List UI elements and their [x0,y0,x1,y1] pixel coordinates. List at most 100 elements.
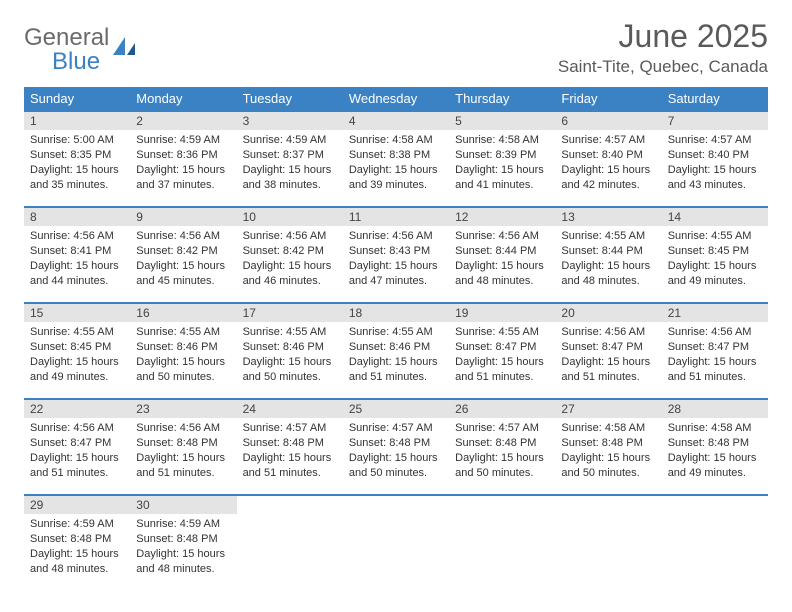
calendar-cell: 8Sunrise: 4:56 AMSunset: 8:41 PMDaylight… [24,207,130,303]
daylight-line: Daylight: 15 hours and 38 minutes. [243,163,337,193]
sunset-line: Sunset: 8:45 PM [668,244,762,259]
day-number: 12 [449,208,555,226]
sunset-line: Sunset: 8:47 PM [668,340,762,355]
day-details: Sunrise: 4:55 AMSunset: 8:45 PMDaylight:… [24,322,130,390]
daylight-line: Daylight: 15 hours and 37 minutes. [136,163,230,193]
day-details: Sunrise: 4:58 AMSunset: 8:48 PMDaylight:… [555,418,661,486]
calendar-body: 1Sunrise: 5:00 AMSunset: 8:35 PMDaylight… [24,111,768,591]
calendar-cell: 19Sunrise: 4:55 AMSunset: 8:47 PMDayligh… [449,303,555,399]
calendar-cell [662,495,768,591]
calendar-cell [449,495,555,591]
sunrise-line: Sunrise: 4:58 AM [455,133,549,148]
daylight-line: Daylight: 15 hours and 51 minutes. [455,355,549,385]
calendar-cell: 7Sunrise: 4:57 AMSunset: 8:40 PMDaylight… [662,111,768,207]
daylight-line: Daylight: 15 hours and 49 minutes. [30,355,124,385]
weekday-header: Sunday [24,87,130,111]
calendar-cell: 2Sunrise: 4:59 AMSunset: 8:36 PMDaylight… [130,111,236,207]
calendar-cell: 14Sunrise: 4:55 AMSunset: 8:45 PMDayligh… [662,207,768,303]
sunset-line: Sunset: 8:45 PM [30,340,124,355]
sunrise-line: Sunrise: 4:55 AM [668,229,762,244]
day-details: Sunrise: 4:56 AMSunset: 8:42 PMDaylight:… [130,226,236,294]
calendar-row: 1Sunrise: 5:00 AMSunset: 8:35 PMDaylight… [24,111,768,207]
daylight-line: Daylight: 15 hours and 51 minutes. [30,451,124,481]
daylight-line: Daylight: 15 hours and 50 minutes. [349,451,443,481]
day-details: Sunrise: 4:57 AMSunset: 8:48 PMDaylight:… [449,418,555,486]
sunrise-line: Sunrise: 4:59 AM [30,517,124,532]
daylight-line: Daylight: 15 hours and 48 minutes. [30,547,124,577]
weekday-header: Monday [130,87,236,111]
sunset-line: Sunset: 8:40 PM [561,148,655,163]
sunrise-line: Sunrise: 4:58 AM [561,421,655,436]
daylight-line: Daylight: 15 hours and 51 minutes. [668,355,762,385]
sunrise-line: Sunrise: 4:56 AM [136,229,230,244]
weekday-header: Tuesday [237,87,343,111]
month-title: June 2025 [558,18,768,55]
calendar-cell: 11Sunrise: 4:56 AMSunset: 8:43 PMDayligh… [343,207,449,303]
day-number: 25 [343,400,449,418]
calendar-cell: 5Sunrise: 4:58 AMSunset: 8:39 PMDaylight… [449,111,555,207]
day-details: Sunrise: 4:58 AMSunset: 8:39 PMDaylight:… [449,130,555,198]
day-details: Sunrise: 4:55 AMSunset: 8:46 PMDaylight:… [130,322,236,390]
day-number: 9 [130,208,236,226]
daylight-line: Daylight: 15 hours and 45 minutes. [136,259,230,289]
sunrise-line: Sunrise: 4:56 AM [455,229,549,244]
daylight-line: Daylight: 15 hours and 50 minutes. [455,451,549,481]
day-details: Sunrise: 4:57 AMSunset: 8:40 PMDaylight:… [555,130,661,198]
sunset-line: Sunset: 8:39 PM [455,148,549,163]
sunset-line: Sunset: 8:48 PM [668,436,762,451]
daylight-line: Daylight: 15 hours and 42 minutes. [561,163,655,193]
day-number: 26 [449,400,555,418]
day-number: 30 [130,496,236,514]
logo-word1: General [24,24,109,51]
sunset-line: Sunset: 8:44 PM [455,244,549,259]
daylight-line: Daylight: 15 hours and 51 minutes. [349,355,443,385]
calendar-row: 22Sunrise: 4:56 AMSunset: 8:47 PMDayligh… [24,399,768,495]
sunrise-line: Sunrise: 4:59 AM [243,133,337,148]
day-details: Sunrise: 4:56 AMSunset: 8:47 PMDaylight:… [662,322,768,390]
sunrise-line: Sunrise: 4:57 AM [243,421,337,436]
daylight-line: Daylight: 15 hours and 50 minutes. [561,451,655,481]
day-number: 28 [662,400,768,418]
day-number: 19 [449,304,555,322]
calendar-cell [555,495,661,591]
calendar-cell: 29Sunrise: 4:59 AMSunset: 8:48 PMDayligh… [24,495,130,591]
sunrise-line: Sunrise: 4:58 AM [349,133,443,148]
day-details: Sunrise: 4:56 AMSunset: 8:42 PMDaylight:… [237,226,343,294]
daylight-line: Daylight: 15 hours and 48 minutes. [136,547,230,577]
logo-sail-icon [111,35,137,66]
sunrise-line: Sunrise: 4:55 AM [30,325,124,340]
day-details: Sunrise: 4:58 AMSunset: 8:48 PMDaylight:… [662,418,768,486]
weekday-header: Thursday [449,87,555,111]
sunset-line: Sunset: 8:44 PM [561,244,655,259]
sunset-line: Sunset: 8:42 PM [136,244,230,259]
day-number: 22 [24,400,130,418]
sunrise-line: Sunrise: 4:55 AM [561,229,655,244]
sunrise-line: Sunrise: 4:56 AM [349,229,443,244]
calendar-cell: 22Sunrise: 4:56 AMSunset: 8:47 PMDayligh… [24,399,130,495]
day-number: 4 [343,112,449,130]
sunrise-line: Sunrise: 4:56 AM [561,325,655,340]
logo-word2: Blue [52,48,100,75]
sunset-line: Sunset: 8:43 PM [349,244,443,259]
day-details: Sunrise: 4:59 AMSunset: 8:37 PMDaylight:… [237,130,343,198]
day-details: Sunrise: 4:55 AMSunset: 8:46 PMDaylight:… [237,322,343,390]
calendar-cell: 15Sunrise: 4:55 AMSunset: 8:45 PMDayligh… [24,303,130,399]
day-number: 15 [24,304,130,322]
day-details: Sunrise: 4:56 AMSunset: 8:41 PMDaylight:… [24,226,130,294]
calendar-cell: 3Sunrise: 4:59 AMSunset: 8:37 PMDaylight… [237,111,343,207]
daylight-line: Daylight: 15 hours and 50 minutes. [136,355,230,385]
sunrise-line: Sunrise: 4:58 AM [668,421,762,436]
sunset-line: Sunset: 8:46 PM [136,340,230,355]
day-details: Sunrise: 4:57 AMSunset: 8:40 PMDaylight:… [662,130,768,198]
calendar-cell: 23Sunrise: 4:56 AMSunset: 8:48 PMDayligh… [130,399,236,495]
day-number: 29 [24,496,130,514]
day-number: 27 [555,400,661,418]
day-number: 6 [555,112,661,130]
day-number: 1 [24,112,130,130]
day-details: Sunrise: 4:56 AMSunset: 8:47 PMDaylight:… [24,418,130,486]
sunrise-line: Sunrise: 4:56 AM [243,229,337,244]
day-details: Sunrise: 4:55 AMSunset: 8:46 PMDaylight:… [343,322,449,390]
sunset-line: Sunset: 8:47 PM [455,340,549,355]
day-number: 3 [237,112,343,130]
sunset-line: Sunset: 8:38 PM [349,148,443,163]
